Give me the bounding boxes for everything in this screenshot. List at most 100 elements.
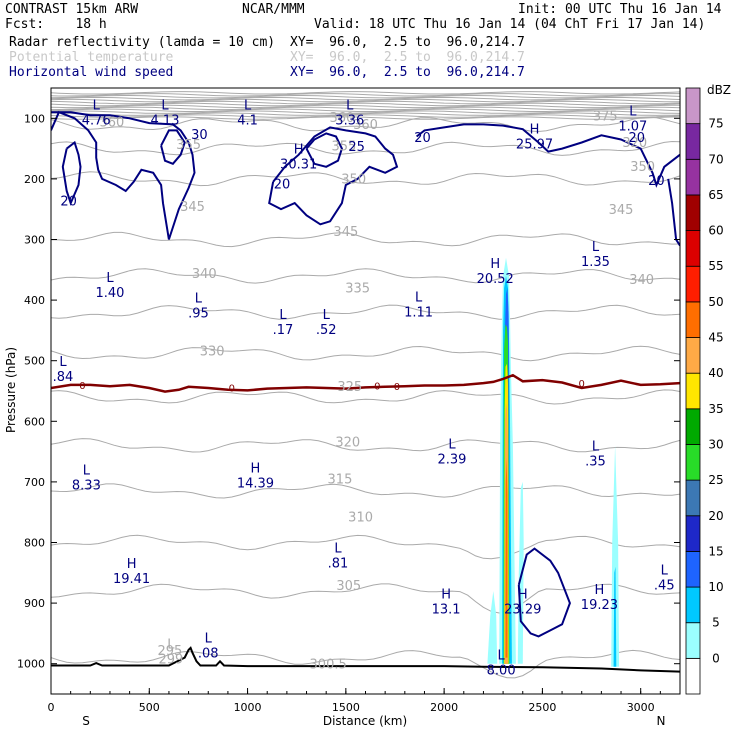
extremum-marker: L <box>629 104 637 119</box>
wind-contour-label: 20 <box>414 131 431 146</box>
wind-contour <box>61 140 82 206</box>
freezing-level-label: 0 <box>229 383 235 394</box>
isentrope-upper <box>51 91 680 95</box>
isentrope-label: 375 <box>593 109 618 124</box>
isentrope-label: 345 <box>180 200 205 215</box>
y-tick-label: 500 <box>24 355 45 368</box>
y-tick-label: 300 <box>24 234 45 247</box>
colorbar: 0 5 10 15 20 25 30 35 40 45 50 55 60 65 70 75 dBZ <box>685 83 731 695</box>
y-tick-label: 600 <box>24 415 45 428</box>
isentrope-320 <box>51 438 680 453</box>
terrain-line <box>51 646 680 673</box>
extremum-marker: H <box>530 123 540 138</box>
isentrope-upper <box>51 114 680 118</box>
field-name-wind: Horizontal wind speed <box>9 65 174 80</box>
colorbar-swatch <box>685 444 701 481</box>
isentrope-label: 355 <box>331 140 356 155</box>
extremum-marker: L <box>83 464 91 479</box>
extremum-value: .08 <box>198 647 219 662</box>
wind-contour <box>415 123 680 188</box>
colorbar-swatch <box>685 158 701 196</box>
colorbar-swatch <box>685 372 701 410</box>
terrain <box>51 646 680 673</box>
isentrope-350 <box>51 171 680 187</box>
extremum-marker: L <box>161 98 169 113</box>
wind-contour <box>160 129 186 165</box>
colorbar-label: 30 <box>708 437 723 451</box>
freezing-level-label: 0 <box>79 381 85 392</box>
extremum-marker: H <box>490 257 500 272</box>
y-tick-label: 200 <box>24 173 45 186</box>
wind-contour-label: 25 <box>348 140 365 155</box>
extremum-value: 3.36 <box>335 113 364 128</box>
isentrope-340 <box>51 268 680 284</box>
y-tick-label: 900 <box>24 597 45 610</box>
isentrope-305 <box>51 583 680 614</box>
extremum-marker: L <box>93 98 101 113</box>
extremum-value: .45 <box>654 579 675 594</box>
extremum-marker: L <box>106 271 114 286</box>
colorbar-swatch <box>685 301 701 338</box>
isentrope-label: 345 <box>609 203 634 218</box>
extremum-value: 1.11 <box>404 305 433 320</box>
isentrope-label: 325 <box>337 380 362 395</box>
extremum-marker: L <box>59 355 67 370</box>
wind-speed-contours <box>51 110 680 638</box>
wind-contour <box>517 547 571 638</box>
x-tick-label: 3000 <box>627 701 655 714</box>
extremum-marker: H <box>595 583 605 598</box>
colorbar-label: 20 <box>708 509 723 523</box>
isentrope-upper <box>51 108 680 112</box>
extremum-value: .52 <box>316 323 337 338</box>
field-xy-theta: XY= 96.0, 2.5 to 96.0,214.7 <box>290 50 525 65</box>
colorbar-label: 60 <box>708 224 723 238</box>
extremum-value: .95 <box>188 307 209 322</box>
isentrope-upper <box>51 97 680 101</box>
wind-contour-label: 20 <box>274 178 291 193</box>
colorbar-label: 0 <box>712 651 720 665</box>
isentrope-upper <box>51 106 680 111</box>
extremum-marker: H <box>294 143 304 158</box>
colorbar-swatch <box>685 479 701 517</box>
extremum-marker: H <box>441 587 451 602</box>
isentrope-label: 305 <box>336 579 361 594</box>
isentrope-upper <box>51 116 680 120</box>
reflectivity-cell <box>611 445 620 667</box>
isentrope-label: 340 <box>629 273 654 288</box>
isentrope-label: 310 <box>348 510 373 525</box>
extremum-marker: L <box>661 564 669 579</box>
field-xy-wind: XY= 96.0, 2.5 to 96.0,214.7 <box>290 65 525 80</box>
colorbar-swatch <box>685 657 701 695</box>
colorbar-swatch <box>685 515 701 552</box>
extremum-marker: L <box>205 632 213 647</box>
reflectivity-cell <box>505 457 508 658</box>
extremum-marker: H <box>127 557 137 572</box>
extremum-value: 20.52 <box>477 272 514 287</box>
isentrope-label: 315 <box>328 472 353 487</box>
valid-time: Valid: 18 UTC Thu 16 Jan 14 (04 ChT Fri … <box>314 17 706 32</box>
colorbar-swatch <box>685 586 701 624</box>
forecast-hour: Fcst: 18 h <box>5 17 107 32</box>
isentrope-upper <box>51 110 680 114</box>
isentrope-345 <box>51 231 680 248</box>
isentrope-335 <box>51 304 680 320</box>
extremum-value: 2.39 <box>438 453 467 468</box>
isentrope-label: 355 <box>176 138 201 153</box>
colorbar-swatch <box>685 265 701 303</box>
freezing-level-label: 0 <box>394 382 400 393</box>
colorbar-swatch <box>685 337 701 374</box>
extremum-marker: L <box>498 649 506 664</box>
freezing-level-label: 0 <box>579 379 585 390</box>
colorbar-unit: dBZ <box>707 83 731 97</box>
y-axis-label: Pressure (hPa) <box>4 347 18 433</box>
extremum-marker: L <box>244 98 252 113</box>
isentrope-upper <box>51 102 680 107</box>
contour-labels: 295 300.5 305 310 315 320 325 330 335 340 340 345 34… <box>60 109 664 672</box>
isentrope-300 <box>51 649 680 679</box>
extremum-value: 23.29 <box>504 602 541 617</box>
colorbar-label: 65 <box>708 188 723 202</box>
x-tick-label: 1000 <box>234 701 262 714</box>
x-axis-label: Distance (km) <box>323 714 407 728</box>
extremum-value: 8.00 <box>487 664 516 679</box>
axes: 0 500 1000 1500 2000 2500 30001002003004005006… <box>4 112 681 728</box>
